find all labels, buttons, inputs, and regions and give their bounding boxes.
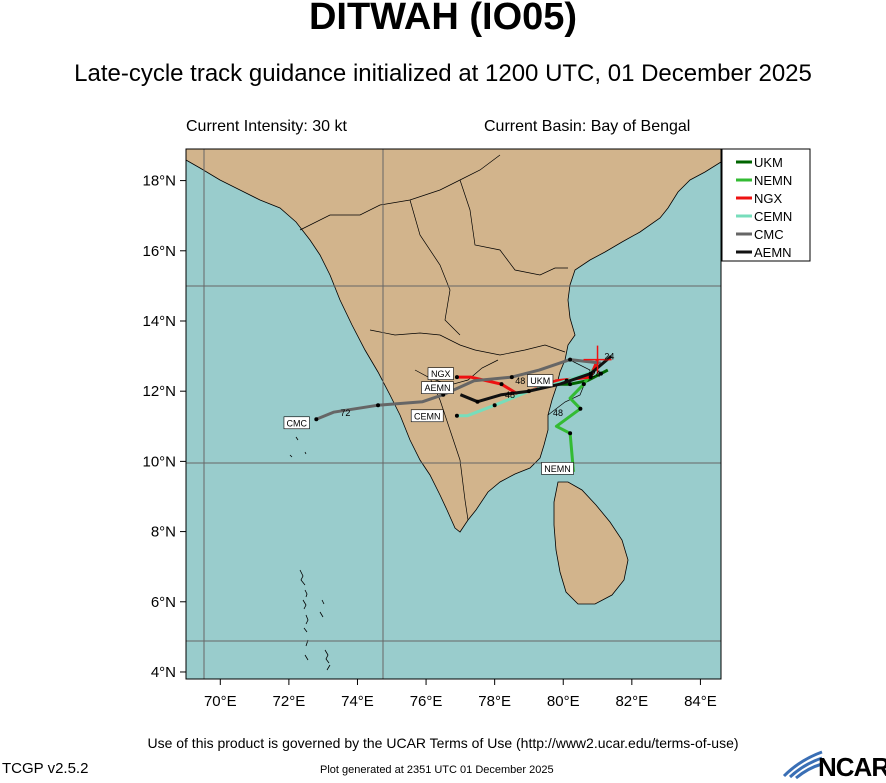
hour-label: 24 [604, 352, 614, 362]
model-label: CMC [286, 418, 307, 428]
legend-label: CEMN [754, 209, 792, 224]
plot-frame [185, 148, 722, 680]
model-label: NEMN [544, 464, 571, 474]
track-point [454, 413, 459, 418]
model-label-box [421, 381, 454, 394]
track-point [492, 403, 497, 408]
current-basin: Current Basin: Bay of Bengal [484, 118, 691, 135]
lat-tick-label: 10°N [142, 453, 176, 470]
track-point [509, 375, 514, 380]
legend-label: UKM [754, 155, 783, 170]
hour-label: 72 [340, 408, 350, 418]
lon-tick-label: 70°E [204, 693, 237, 710]
track-point [578, 406, 583, 411]
model-label-box [427, 367, 454, 380]
lat-tick-label: 12°N [142, 383, 176, 400]
lat-tick-label: 8°N [151, 524, 176, 541]
lat-tick-label: 14°N [142, 313, 176, 330]
lat-tick-label: 18°N [142, 173, 176, 190]
lon-tick-label: 80°E [547, 693, 580, 710]
hour-label: 24 [591, 369, 601, 379]
hour-label: 48 [505, 390, 515, 400]
lat-tick-label: 6°N [151, 594, 176, 611]
track-point [581, 382, 586, 387]
legend-label: AEMN [754, 245, 792, 260]
model-label-box [283, 416, 310, 430]
sri-lanka-landmass [553, 481, 629, 605]
terms-of-use: Use of this product is governed by the U… [147, 735, 739, 751]
model-label-box [527, 374, 554, 387]
track-point [568, 382, 573, 387]
grid-lines [186, 149, 721, 679]
model-label-box [410, 409, 444, 423]
lon-tick-label: 74°E [341, 693, 374, 710]
lon-tick-label: 78°E [478, 693, 511, 710]
current-intensity: Current Intensity: 30 kt [186, 118, 347, 135]
generated-timestamp: Plot generated at 2351 UTC 01 December 2… [320, 764, 554, 776]
ncar-logo [782, 750, 823, 780]
model-label: UKM [530, 376, 550, 386]
lat-tick-label: 16°N [142, 243, 176, 260]
track-point [499, 382, 504, 387]
track-point [568, 431, 573, 436]
model-label-box [541, 462, 574, 475]
legend-label: NEMN [754, 173, 792, 188]
ncar-logo-text: NCAR [818, 752, 886, 782]
version-label: TCGP v2.5.2 [2, 760, 89, 777]
track-point [588, 375, 593, 380]
track-point [454, 375, 459, 380]
lon-tick-label: 84°E [684, 693, 717, 710]
legend-label: CMC [754, 227, 784, 242]
hour-label: 48 [553, 408, 563, 418]
model-label: NGX [431, 369, 451, 379]
legend-box [721, 148, 811, 262]
track-cmc [315, 358, 602, 421]
track-point [314, 417, 319, 422]
india-landmass [186, 149, 721, 533]
lon-tick-label: 82°E [615, 693, 648, 710]
track-point [376, 403, 381, 408]
hour-label: 48 [515, 376, 525, 386]
model-label: CEMN [414, 411, 441, 421]
page-title: DITWAH (IO05) [308, 0, 578, 38]
model-label: AEMN [424, 383, 450, 393]
track-point [526, 389, 531, 394]
track-point [588, 371, 593, 376]
legend-label: NGX [754, 191, 783, 206]
track-point [598, 371, 603, 376]
page-subtitle: Late-cycle track guidance initialized at… [74, 60, 812, 87]
track-point [568, 357, 573, 362]
lat-tick-label: 4°N [151, 664, 176, 681]
lon-tick-label: 76°E [410, 693, 443, 710]
lon-tick-label: 72°E [273, 693, 306, 710]
track-point [475, 399, 480, 404]
